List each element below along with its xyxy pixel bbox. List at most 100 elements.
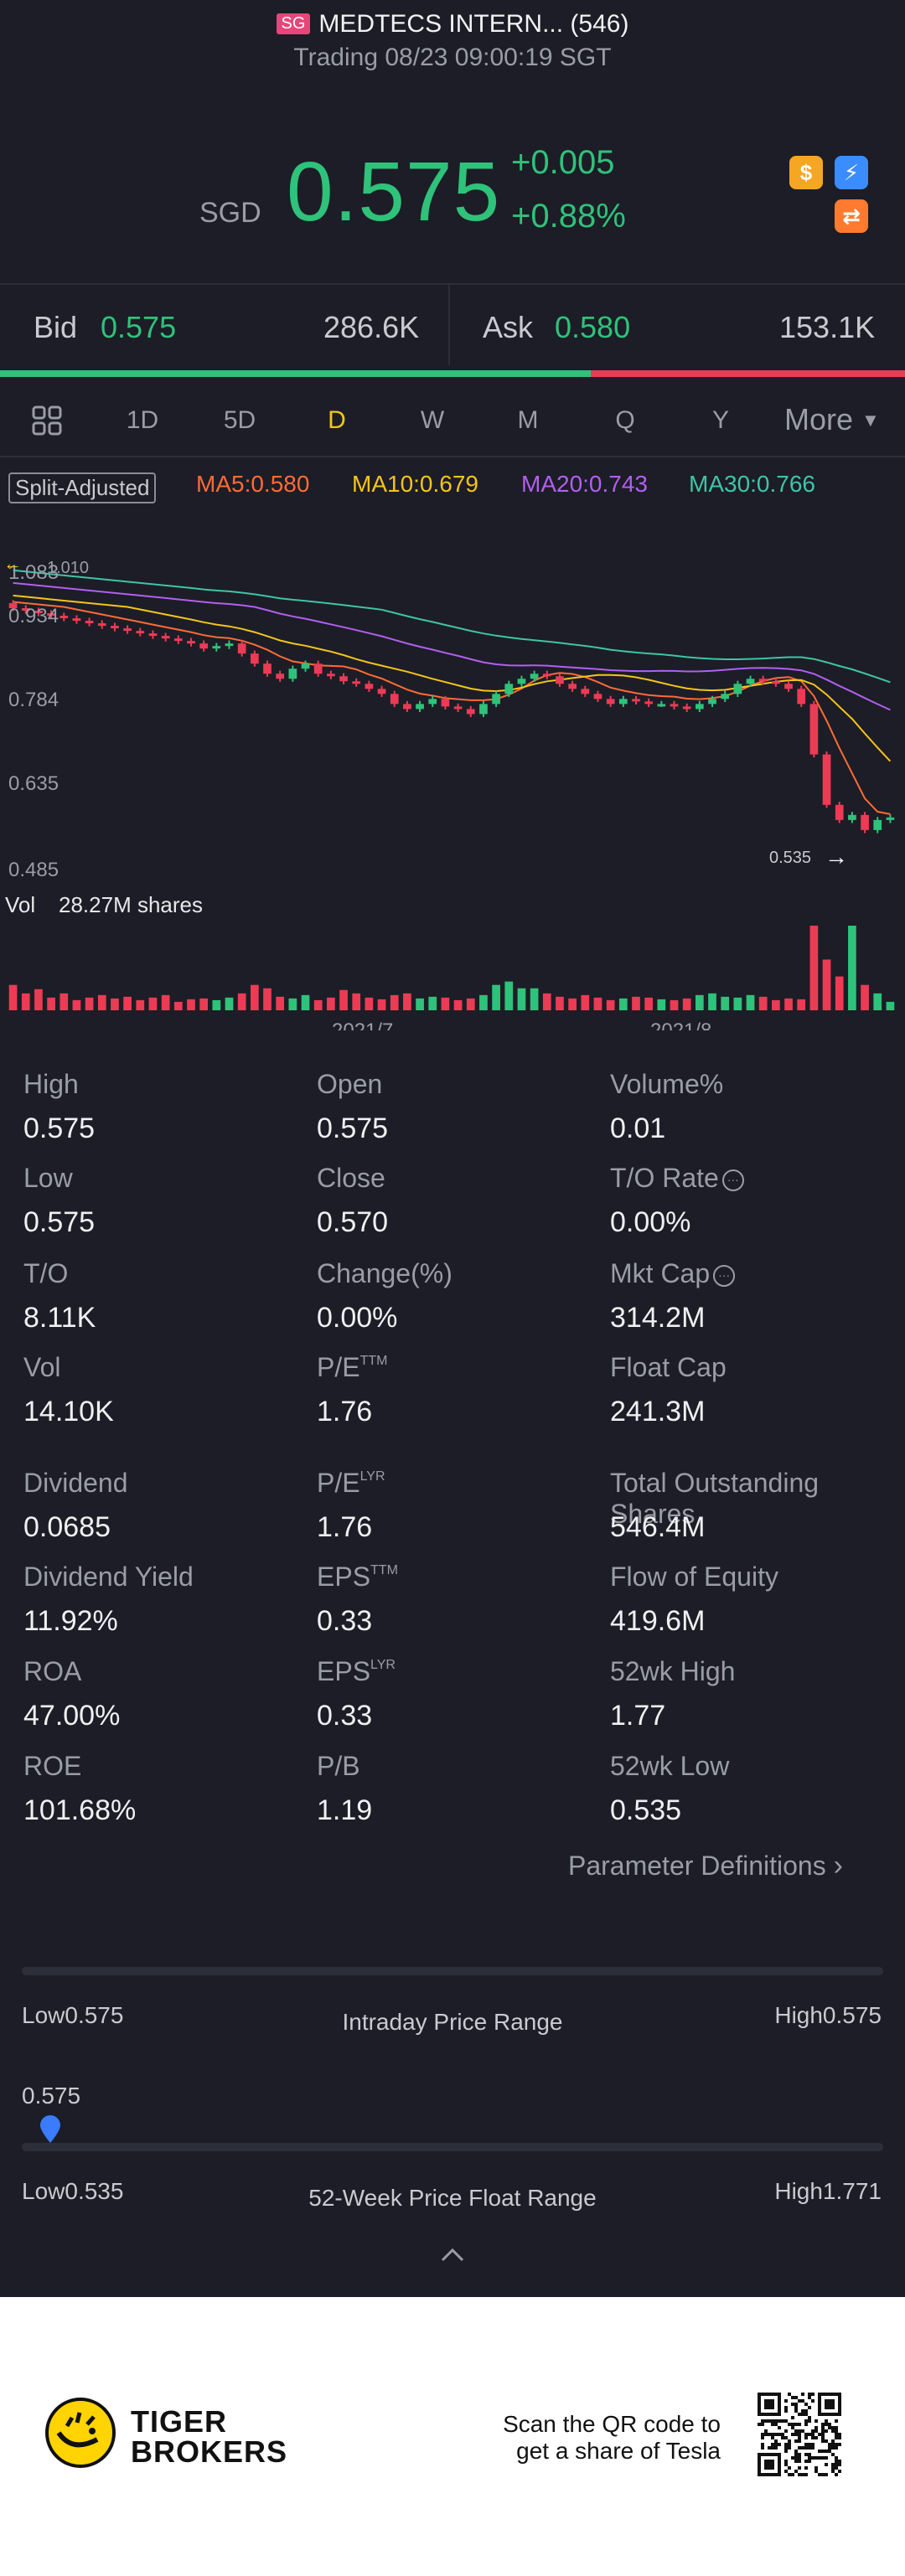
intraday-high: High0.575 [774, 2002, 882, 2028]
volume-bar [263, 988, 272, 1010]
volume-bar [581, 994, 590, 1010]
stat-value: 546.4M [610, 1511, 706, 1543]
candle [644, 701, 654, 705]
volume-bar [695, 994, 704, 1010]
candle [288, 669, 297, 679]
volume-bar [822, 959, 831, 1010]
candle [618, 699, 628, 705]
volume-bar [339, 989, 348, 1010]
stat-value: 14.10K [23, 1396, 114, 1427]
stat-label-suffix: LYR [359, 1469, 385, 1484]
candle [123, 628, 132, 632]
candle [568, 684, 577, 689]
tab-5d[interactable]: 5D [223, 406, 256, 434]
volume-bar [721, 996, 730, 1010]
exchange-icon[interactable]: ⇄ [835, 199, 868, 233]
candle [848, 814, 856, 820]
stat-label: Total Outstanding Shares [610, 1468, 820, 1529]
volume-bar [8, 984, 18, 1010]
chevron-right-icon: › [833, 1850, 843, 1882]
volume-bar [632, 996, 640, 1010]
tab-w[interactable]: W [420, 406, 445, 434]
candle [199, 643, 209, 649]
stat-label: Volume% [610, 1069, 724, 1099]
intraday-title: Intraday Price Range [342, 2009, 563, 2035]
volume-bar [542, 993, 551, 1010]
split-adjusted-toggle[interactable]: Split-Adjusted [8, 472, 157, 503]
candle [34, 610, 43, 614]
volume-bar [111, 998, 119, 1010]
stat-label: EPSLYR [317, 1656, 396, 1686]
volume-bar [47, 997, 55, 1010]
grid-icon[interactable] [30, 404, 64, 441]
volume-label: Vol [5, 892, 35, 917]
tab-1d[interactable]: 1D [126, 406, 159, 434]
stat-label[interactable]: Mkt Cap ··· [610, 1258, 736, 1289]
stat-label: Change(%) [317, 1258, 452, 1288]
stat-value: 0.575 [23, 1112, 96, 1144]
ma10-value: MA10:0.679 [352, 471, 478, 497]
stock-title: SG MEDTECS INTERN... (546) [0, 10, 905, 39]
y-tick: 0.635 [8, 772, 59, 795]
candle [72, 618, 81, 622]
tab-q[interactable]: Q [615, 406, 635, 434]
candle [746, 679, 755, 684]
stat-label[interactable]: T/O Rate ··· [610, 1163, 744, 1194]
volume-bar [530, 988, 539, 1010]
divider [0, 283, 905, 285]
x-tick: 2021/8 [650, 1020, 711, 1030]
stat-value: 0.575 [23, 1206, 96, 1238]
candle [441, 699, 450, 707]
candle [556, 676, 564, 684]
volume-bar [327, 997, 335, 1010]
brand-name-line2: BROKERS [131, 2434, 288, 2469]
info-icon[interactable]: ··· [721, 1169, 744, 1191]
tab-more[interactable]: More ▼ [784, 402, 880, 437]
tiger-logo-icon [45, 2398, 116, 2468]
stat-value: 1.76 [317, 1396, 373, 1427]
volume-bar [772, 999, 780, 1010]
ma20-value: MA20:0.743 [521, 471, 648, 497]
candle [797, 689, 806, 705]
candle [581, 689, 590, 694]
candle [365, 684, 374, 689]
chevron-up-icon[interactable] [439, 2245, 466, 2268]
week52-title: 52-Week Price Float Range [308, 2185, 597, 2211]
volume-bar [479, 994, 488, 1010]
candlestick-chart[interactable]: 1.083 0.934 0.784 0.635 0.485 1.010 ← 0.… [0, 503, 905, 1030]
volume-bar [212, 999, 221, 1010]
volume-bar [390, 994, 399, 1010]
bolt-icon[interactable]: ⚡ [835, 156, 868, 189]
currency-label: SGD [199, 197, 261, 229]
stat-label-suffix: TTM [370, 1563, 398, 1577]
volume-bar [504, 981, 514, 1010]
ma5-line [13, 601, 891, 815]
dollar-icon[interactable]: $ [789, 156, 823, 189]
volume-bar [758, 996, 768, 1010]
volume-bar [288, 998, 297, 1010]
parameter-definitions-link[interactable]: Parameter Definitions › [568, 1850, 843, 1882]
tab-y[interactable]: Y [711, 406, 729, 434]
volume-bar [352, 993, 361, 1010]
tab-m[interactable]: M [517, 406, 539, 434]
stock-name: MEDTECS INTERN... (546) [318, 10, 629, 38]
stat-label: Open [317, 1069, 383, 1099]
candle [670, 704, 679, 707]
qr-caption-line1: Scan the QR code to [503, 2411, 721, 2437]
candle [632, 699, 640, 702]
stat-label-suffix: TTM [359, 1354, 388, 1368]
candle [187, 641, 195, 644]
volume-bar [34, 989, 43, 1010]
volume-bar [365, 997, 374, 1010]
stat-label: EPSTTM [317, 1562, 398, 1592]
info-icon[interactable]: ··· [713, 1265, 736, 1287]
candle [416, 704, 424, 710]
volume-bar [657, 999, 666, 1010]
stat-label: Float Cap [610, 1352, 727, 1382]
tab-d[interactable]: D [328, 406, 346, 434]
stat-value: 419.6M [610, 1605, 706, 1637]
candle [504, 684, 514, 694]
intraday-range-bar [22, 1967, 883, 1975]
candle [352, 681, 361, 684]
candle [250, 653, 259, 664]
